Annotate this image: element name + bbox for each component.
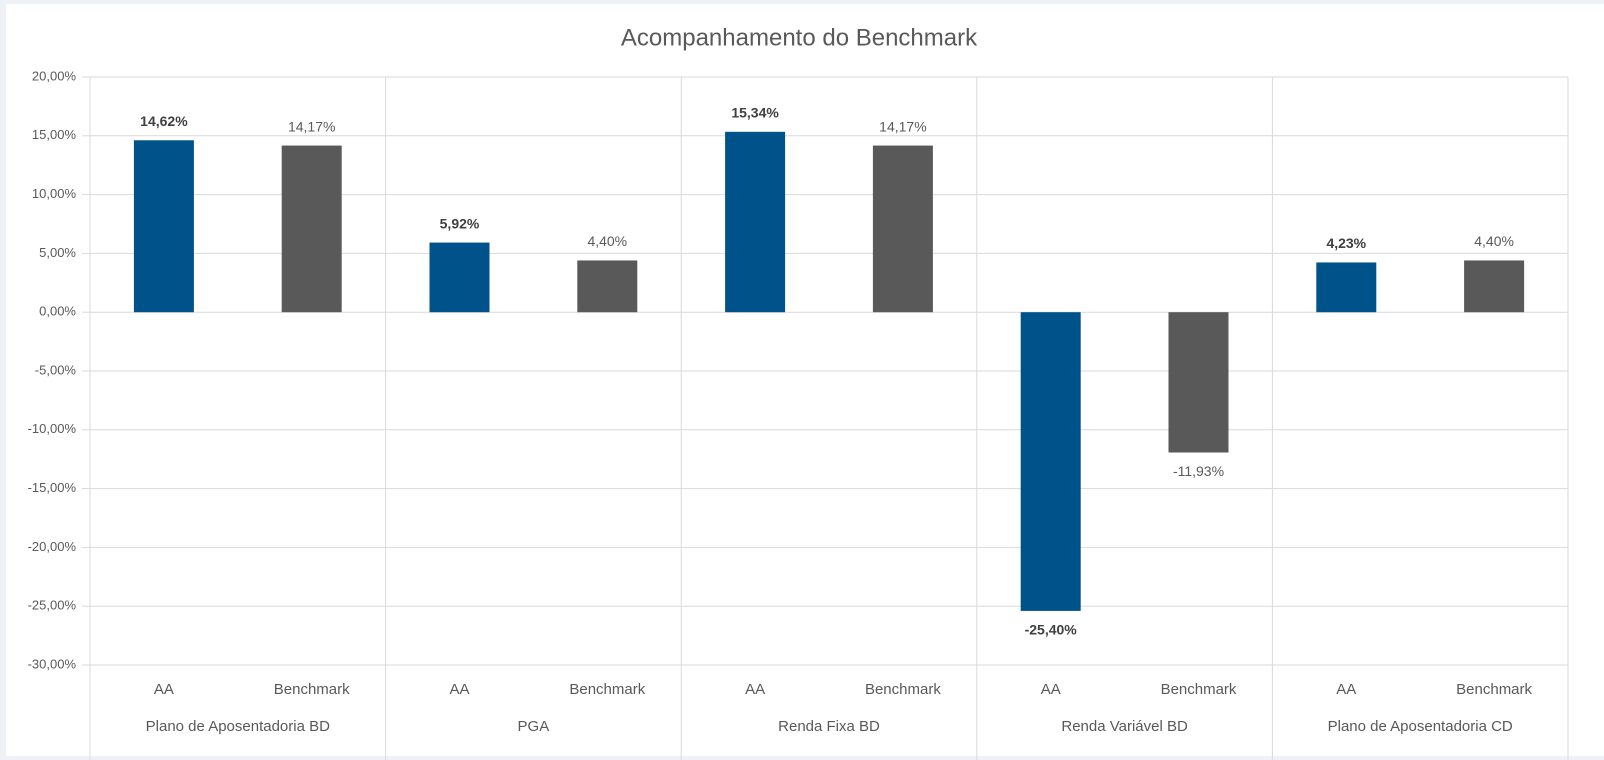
- data-label: 4,40%: [587, 233, 627, 249]
- bar: [1168, 312, 1229, 453]
- y-tick-label: -15,00%: [28, 480, 77, 495]
- bar: [1464, 260, 1525, 313]
- x-group-label: PGA: [518, 718, 550, 735]
- x-group-label: Renda Fixa BD: [778, 718, 880, 735]
- y-tick-label: 0,00%: [39, 304, 76, 319]
- bar: [577, 260, 638, 313]
- y-tick-label: -10,00%: [28, 421, 77, 436]
- y-tick-label: -5,00%: [35, 362, 77, 377]
- data-label: 14,62%: [140, 113, 188, 129]
- x-tick-label: AA: [1041, 681, 1061, 698]
- y-tick-label: -25,00%: [28, 598, 77, 613]
- bar: [429, 242, 490, 313]
- y-tick-label: 15,00%: [32, 127, 77, 142]
- data-label: -11,93%: [1173, 463, 1224, 479]
- x-group-label: Renda Variável BD: [1061, 718, 1188, 735]
- y-tick-label: 20,00%: [32, 68, 77, 83]
- data-label: 4,40%: [1474, 233, 1514, 249]
- y-tick-label: -20,00%: [28, 539, 77, 554]
- data-label: 14,17%: [288, 118, 335, 134]
- y-tick-label: -30,00%: [28, 656, 77, 671]
- chart-title: Acompanhamento do Benchmark: [621, 24, 978, 51]
- x-tick-label: Benchmark: [865, 681, 941, 698]
- bar: [281, 145, 342, 313]
- data-label: 5,92%: [440, 215, 480, 231]
- x-tick-label: AA: [449, 681, 469, 698]
- x-tick-label: Benchmark: [274, 681, 350, 698]
- y-tick-label: 5,00%: [39, 245, 76, 260]
- bar: [725, 131, 786, 313]
- data-label: -25,40%: [1025, 622, 1078, 638]
- x-tick-label: AA: [1336, 681, 1356, 698]
- x-tick-label: AA: [154, 681, 174, 698]
- x-group-label: Plano de Aposentadoria BD: [146, 718, 330, 735]
- x-tick-label: AA: [745, 681, 765, 698]
- x-group-label: Plano de Aposentadoria CD: [1328, 718, 1513, 735]
- bar: [1316, 262, 1377, 313]
- data-label: 4,23%: [1326, 235, 1366, 251]
- data-label: 14,17%: [879, 118, 926, 134]
- x-tick-label: Benchmark: [1456, 681, 1532, 698]
- y-tick-label: 10,00%: [32, 186, 77, 201]
- chart-background: [6, 4, 1604, 756]
- data-label: 15,34%: [731, 105, 779, 121]
- x-tick-label: Benchmark: [569, 681, 645, 698]
- bar: [133, 140, 194, 313]
- bar: [872, 145, 933, 313]
- bar: [1020, 312, 1081, 611]
- x-tick-label: Benchmark: [1161, 681, 1237, 698]
